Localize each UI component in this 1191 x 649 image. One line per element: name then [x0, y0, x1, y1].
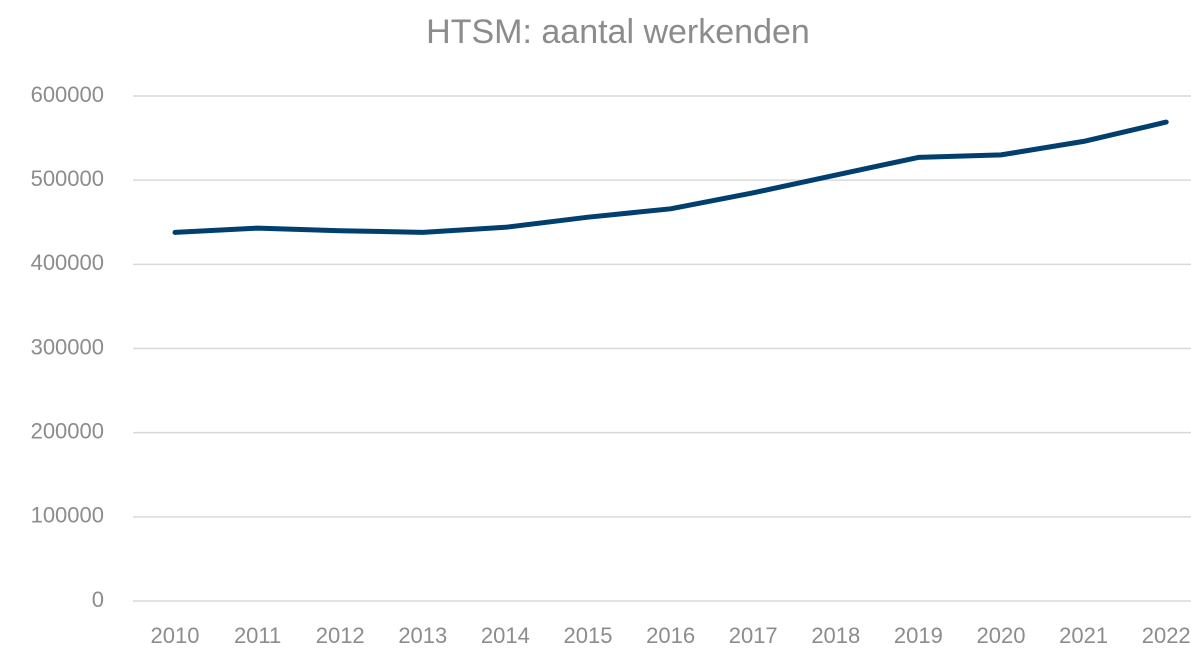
x-tick-label: 2015	[564, 623, 613, 648]
y-tick-label: 0	[92, 587, 104, 612]
data-line	[172, 119, 1169, 235]
x-tick-label: 2017	[729, 623, 778, 648]
x-tick-label: 2011	[234, 623, 281, 648]
x-tick-label: 2014	[481, 623, 530, 648]
y-tick-label: 300000	[31, 334, 104, 359]
x-tick-label: 2010	[151, 623, 200, 648]
chart-title: HTSM: aantal werkenden	[426, 13, 810, 51]
x-tick-label: 2020	[977, 623, 1026, 648]
y-tick-label: 500000	[31, 166, 104, 191]
y-tick-label: 200000	[31, 418, 104, 443]
y-tick-label: 400000	[31, 250, 104, 275]
x-tick-label: 2013	[398, 623, 447, 648]
x-tick-label: 2019	[894, 623, 943, 648]
x-tick-label: 2016	[646, 623, 695, 648]
y-tick-label: 100000	[31, 503, 104, 528]
x-tick-label: 2012	[316, 623, 365, 648]
y-tick-label: 600000	[31, 82, 104, 107]
x-tick-label: 2018	[811, 623, 860, 648]
x-tick-label: 2021	[1059, 623, 1108, 648]
x-tick-label: 2022	[1142, 623, 1191, 648]
